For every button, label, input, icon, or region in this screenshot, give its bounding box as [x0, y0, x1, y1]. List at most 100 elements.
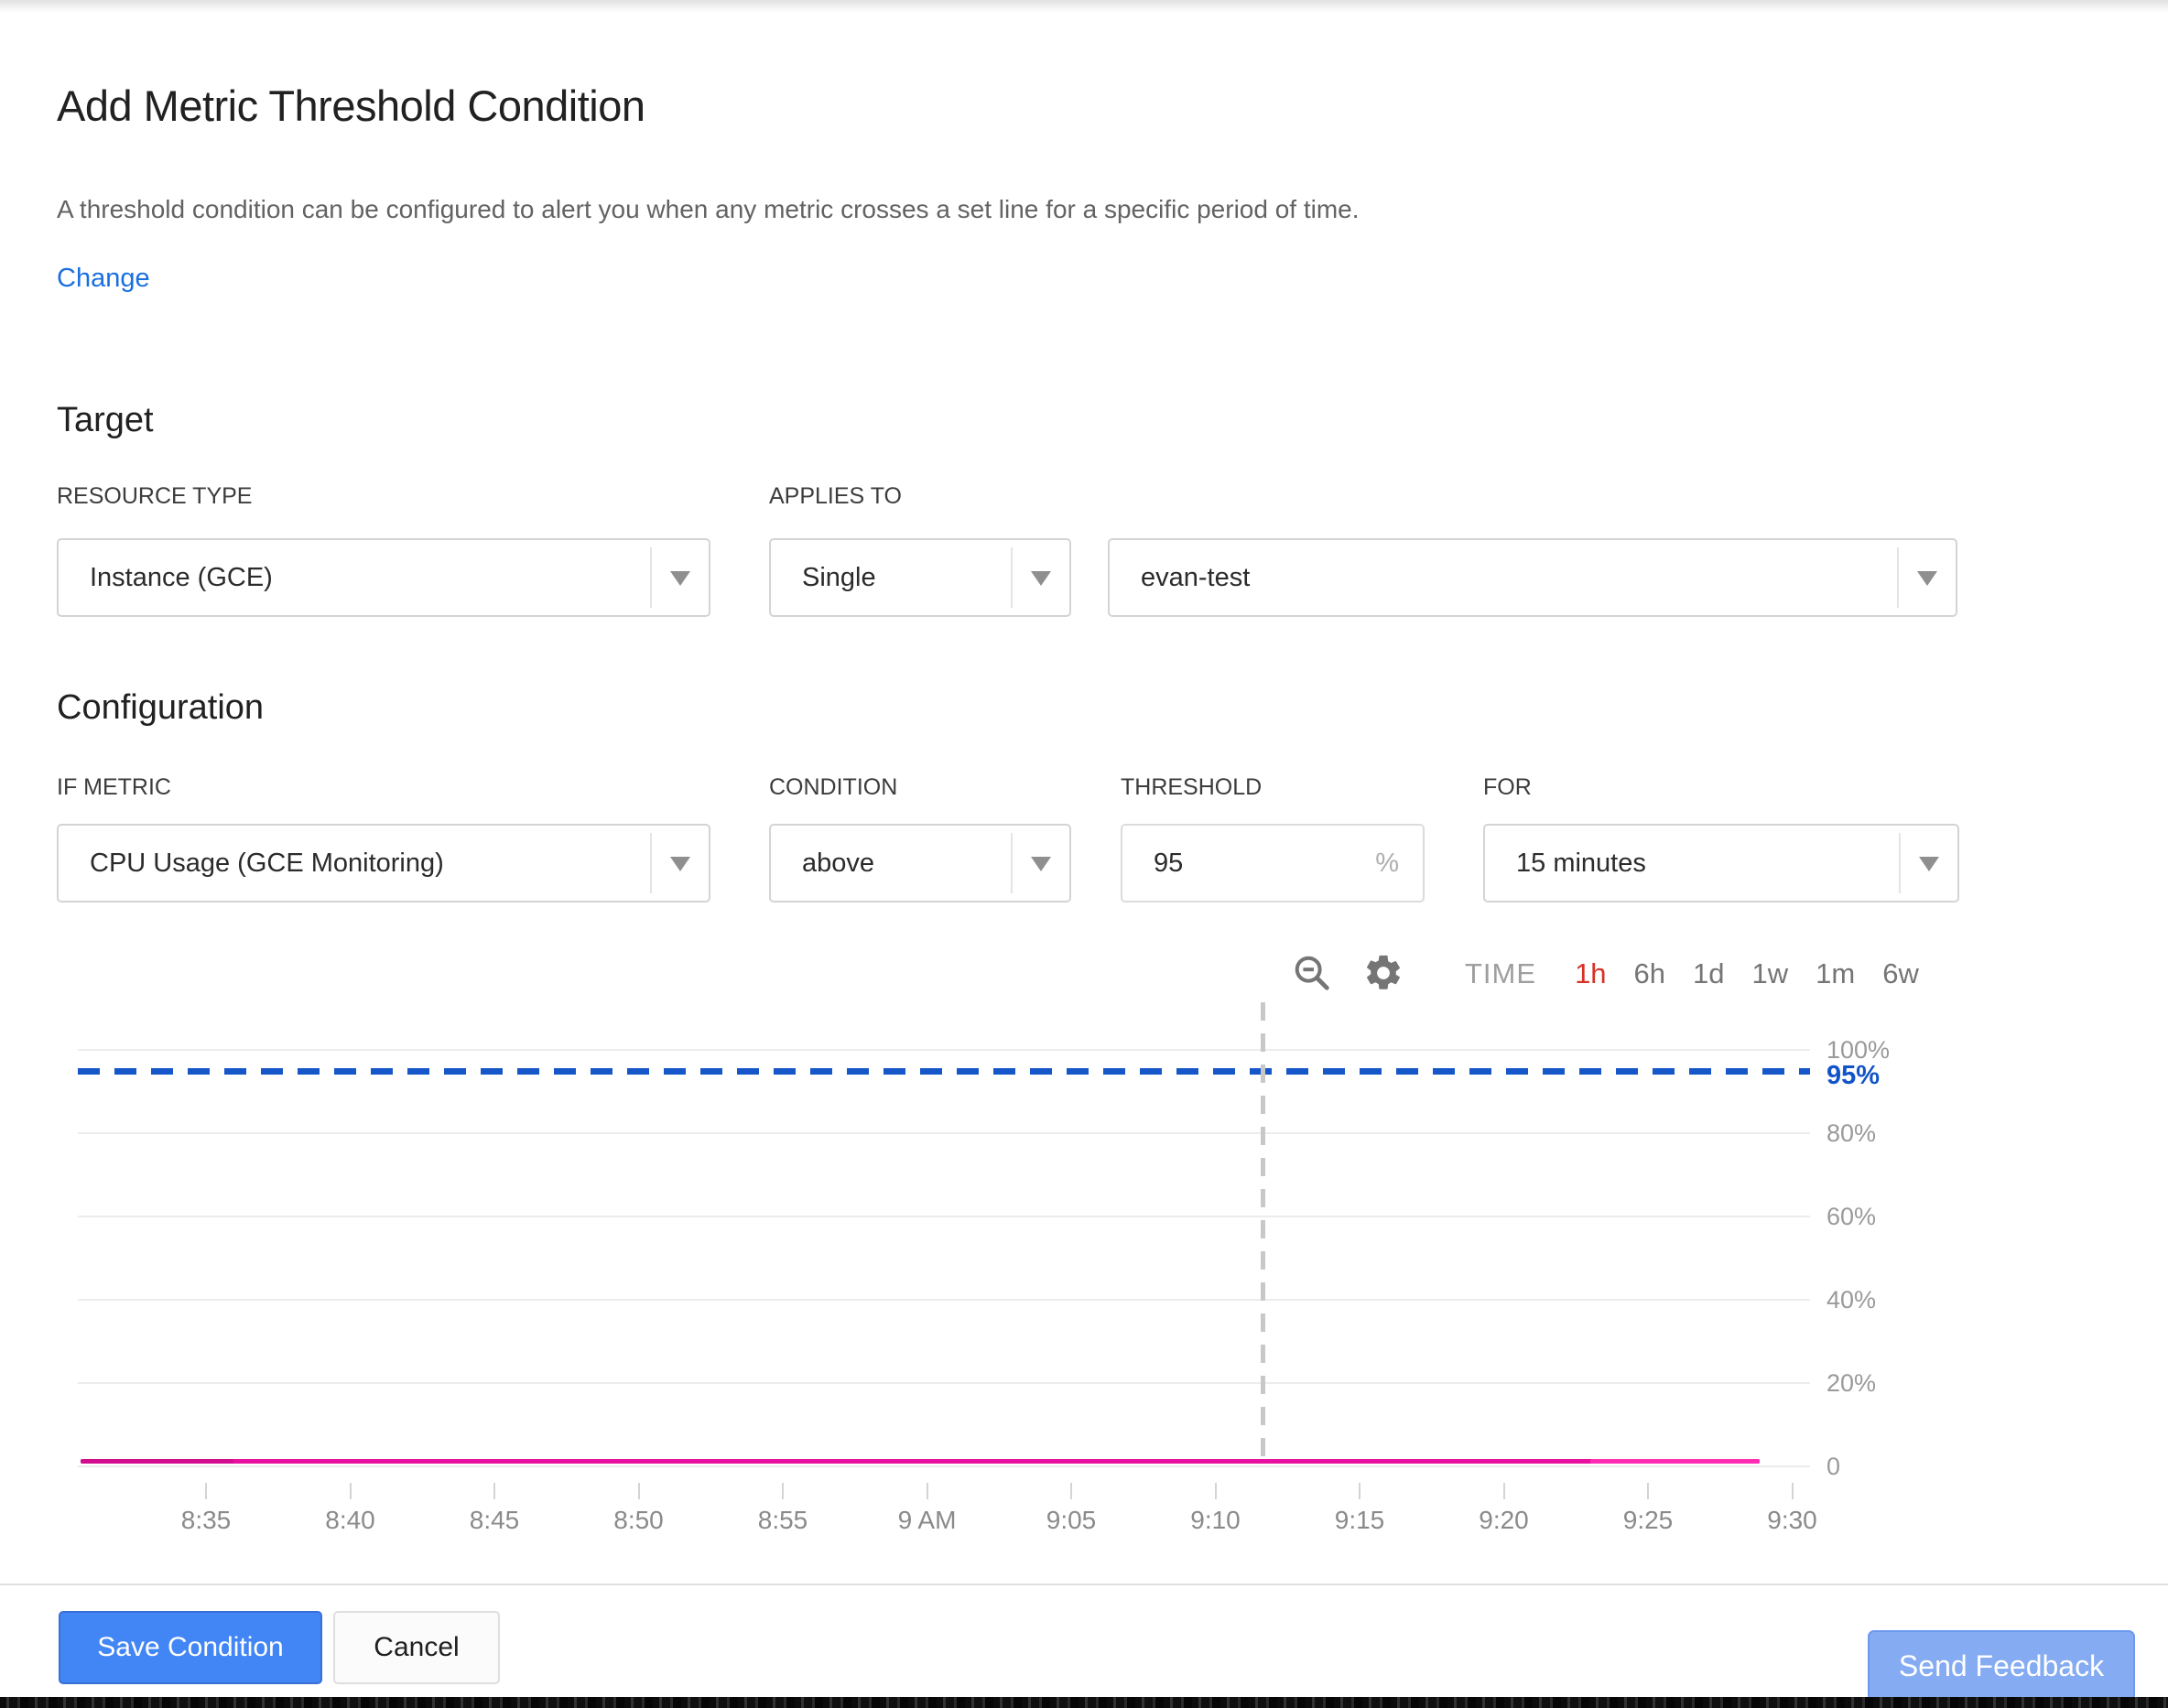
threshold-label: THRESHOLD	[1121, 774, 1263, 800]
x-axis-label: 9:05	[1046, 1506, 1097, 1534]
condition-dropdown[interactable]: above	[769, 824, 1071, 903]
threshold-unit: %	[1375, 849, 1399, 878]
for-dropdown[interactable]: 15 minutes	[1483, 824, 1959, 903]
gridline	[78, 1299, 1810, 1301]
threshold-value: 95	[1154, 849, 1184, 878]
gridline	[78, 1132, 1810, 1134]
chevron-down-icon	[670, 571, 690, 586]
dropdown-divider	[1011, 833, 1013, 893]
for-label: FOR	[1483, 774, 1532, 800]
x-axis-tick	[1359, 1483, 1360, 1499]
series-line-segment-start	[81, 1458, 233, 1464]
x-axis-label: 9:20	[1479, 1506, 1529, 1534]
resource-type-value: Instance (GCE)	[90, 563, 273, 592]
time-range-selector: TIME 1h 6h 1d 1w 1m 6w	[1465, 957, 1919, 990]
time-cursor-line	[1261, 1002, 1266, 1465]
footer-divider	[0, 1584, 2168, 1585]
chevron-down-icon	[1031, 857, 1051, 871]
x-axis-tick	[1502, 1483, 1505, 1499]
target-heading: Target	[57, 401, 154, 439]
page-description: A threshold condition can be configured …	[57, 195, 1360, 223]
time-range-6w[interactable]: 6w	[1882, 957, 1919, 989]
gridline	[78, 1216, 1810, 1217]
if-metric-value: CPU Usage (GCE Monitoring)	[90, 849, 444, 878]
condition-label: CONDITION	[769, 774, 898, 800]
bottom-window-edge	[0, 1697, 2168, 1708]
y-axis-label: 60%	[1827, 1203, 1877, 1230]
x-axis-tick	[205, 1483, 207, 1499]
y-axis-label: 0	[1827, 1453, 1841, 1480]
chart-toolbar	[1291, 952, 1404, 994]
gridline	[78, 1465, 1810, 1467]
chevron-down-icon	[1917, 571, 1937, 586]
condition-value: above	[802, 849, 875, 878]
gridline	[78, 1382, 1810, 1384]
applies-to-dropdown[interactable]: Single	[769, 538, 1071, 617]
page-title: Add Metric Threshold Condition	[57, 81, 645, 130]
x-axis-label: 9:15	[1334, 1506, 1385, 1534]
x-axis-tick	[1214, 1483, 1217, 1499]
dropdown-divider	[1897, 547, 1899, 608]
x-axis-tick	[493, 1483, 495, 1499]
x-axis-tick	[782, 1483, 784, 1499]
time-range-1d[interactable]: 1d	[1693, 957, 1725, 989]
x-axis-label: 9:10	[1190, 1506, 1241, 1534]
applies-to-label: APPLIES TO	[769, 483, 902, 509]
x-axis-label: 8:50	[613, 1506, 664, 1534]
if-metric-dropdown[interactable]: CPU Usage (GCE Monitoring)	[57, 824, 710, 903]
instance-value: evan-test	[1141, 563, 1251, 592]
gear-icon[interactable]	[1362, 952, 1404, 994]
resource-type-label: RESOURCE TYPE	[57, 483, 253, 509]
change-link[interactable]: Change	[57, 264, 150, 293]
threshold-input[interactable]: 95 %	[1121, 824, 1425, 903]
y-axis-label: 40%	[1827, 1286, 1877, 1313]
y-axis-label: 100%	[1827, 1036, 1891, 1064]
x-axis-label: 9 AM	[897, 1506, 957, 1534]
series-line-cpu-usage	[81, 1458, 1760, 1464]
time-range-6h[interactable]: 6h	[1633, 957, 1666, 989]
for-value: 15 minutes	[1516, 849, 1646, 878]
chevron-down-icon	[1031, 571, 1051, 586]
dropdown-divider	[1899, 833, 1901, 893]
time-label: TIME	[1465, 957, 1537, 989]
applies-to-value: Single	[802, 563, 876, 592]
instance-dropdown[interactable]: evan-test	[1108, 538, 1957, 617]
cancel-button[interactable]: Cancel	[333, 1611, 500, 1684]
time-range-1h[interactable]: 1h	[1575, 957, 1607, 989]
dropdown-divider	[650, 547, 652, 608]
dropdown-divider	[1011, 547, 1013, 608]
x-axis-label: 8:40	[325, 1506, 375, 1534]
gridline	[78, 1049, 1810, 1051]
configuration-heading: Configuration	[57, 688, 265, 727]
save-condition-button[interactable]: Save Condition	[59, 1611, 322, 1684]
chevron-down-icon	[670, 857, 690, 871]
x-axis-label: 9:30	[1767, 1506, 1817, 1534]
y-axis-label: 20%	[1827, 1369, 1877, 1397]
x-axis-tick	[1791, 1483, 1794, 1499]
x-axis-tick	[349, 1483, 352, 1499]
time-range-options: 1h 6h 1d 1w 1m 6w	[1575, 957, 1919, 990]
threshold-value-label: 95%	[1827, 1060, 1881, 1090]
resource-type-dropdown[interactable]: Instance (GCE)	[57, 538, 710, 617]
x-axis-tick	[1070, 1483, 1072, 1499]
x-axis-label: 8:55	[757, 1506, 808, 1534]
top-scroll-shadow	[0, 0, 2168, 13]
y-axis-label: 80%	[1827, 1119, 1877, 1147]
send-feedback-button[interactable]: Send Feedback	[1868, 1630, 2135, 1702]
threshold-line	[78, 1067, 1810, 1075]
zoom-out-icon[interactable]	[1291, 952, 1333, 994]
x-axis-label: 8:45	[469, 1506, 520, 1534]
series-line-segment-end	[1590, 1458, 1760, 1464]
dropdown-divider	[650, 833, 652, 893]
x-axis-tick	[926, 1483, 928, 1499]
x-axis-label: 9:25	[1622, 1506, 1674, 1534]
if-metric-label: IF METRIC	[57, 774, 171, 800]
time-range-1m[interactable]: 1m	[1816, 957, 1856, 989]
time-range-1w[interactable]: 1w	[1751, 957, 1789, 989]
chevron-down-icon	[1919, 857, 1939, 871]
x-axis-tick	[637, 1483, 640, 1499]
x-axis-label: 8:35	[180, 1506, 232, 1534]
x-axis-tick	[1647, 1483, 1649, 1499]
